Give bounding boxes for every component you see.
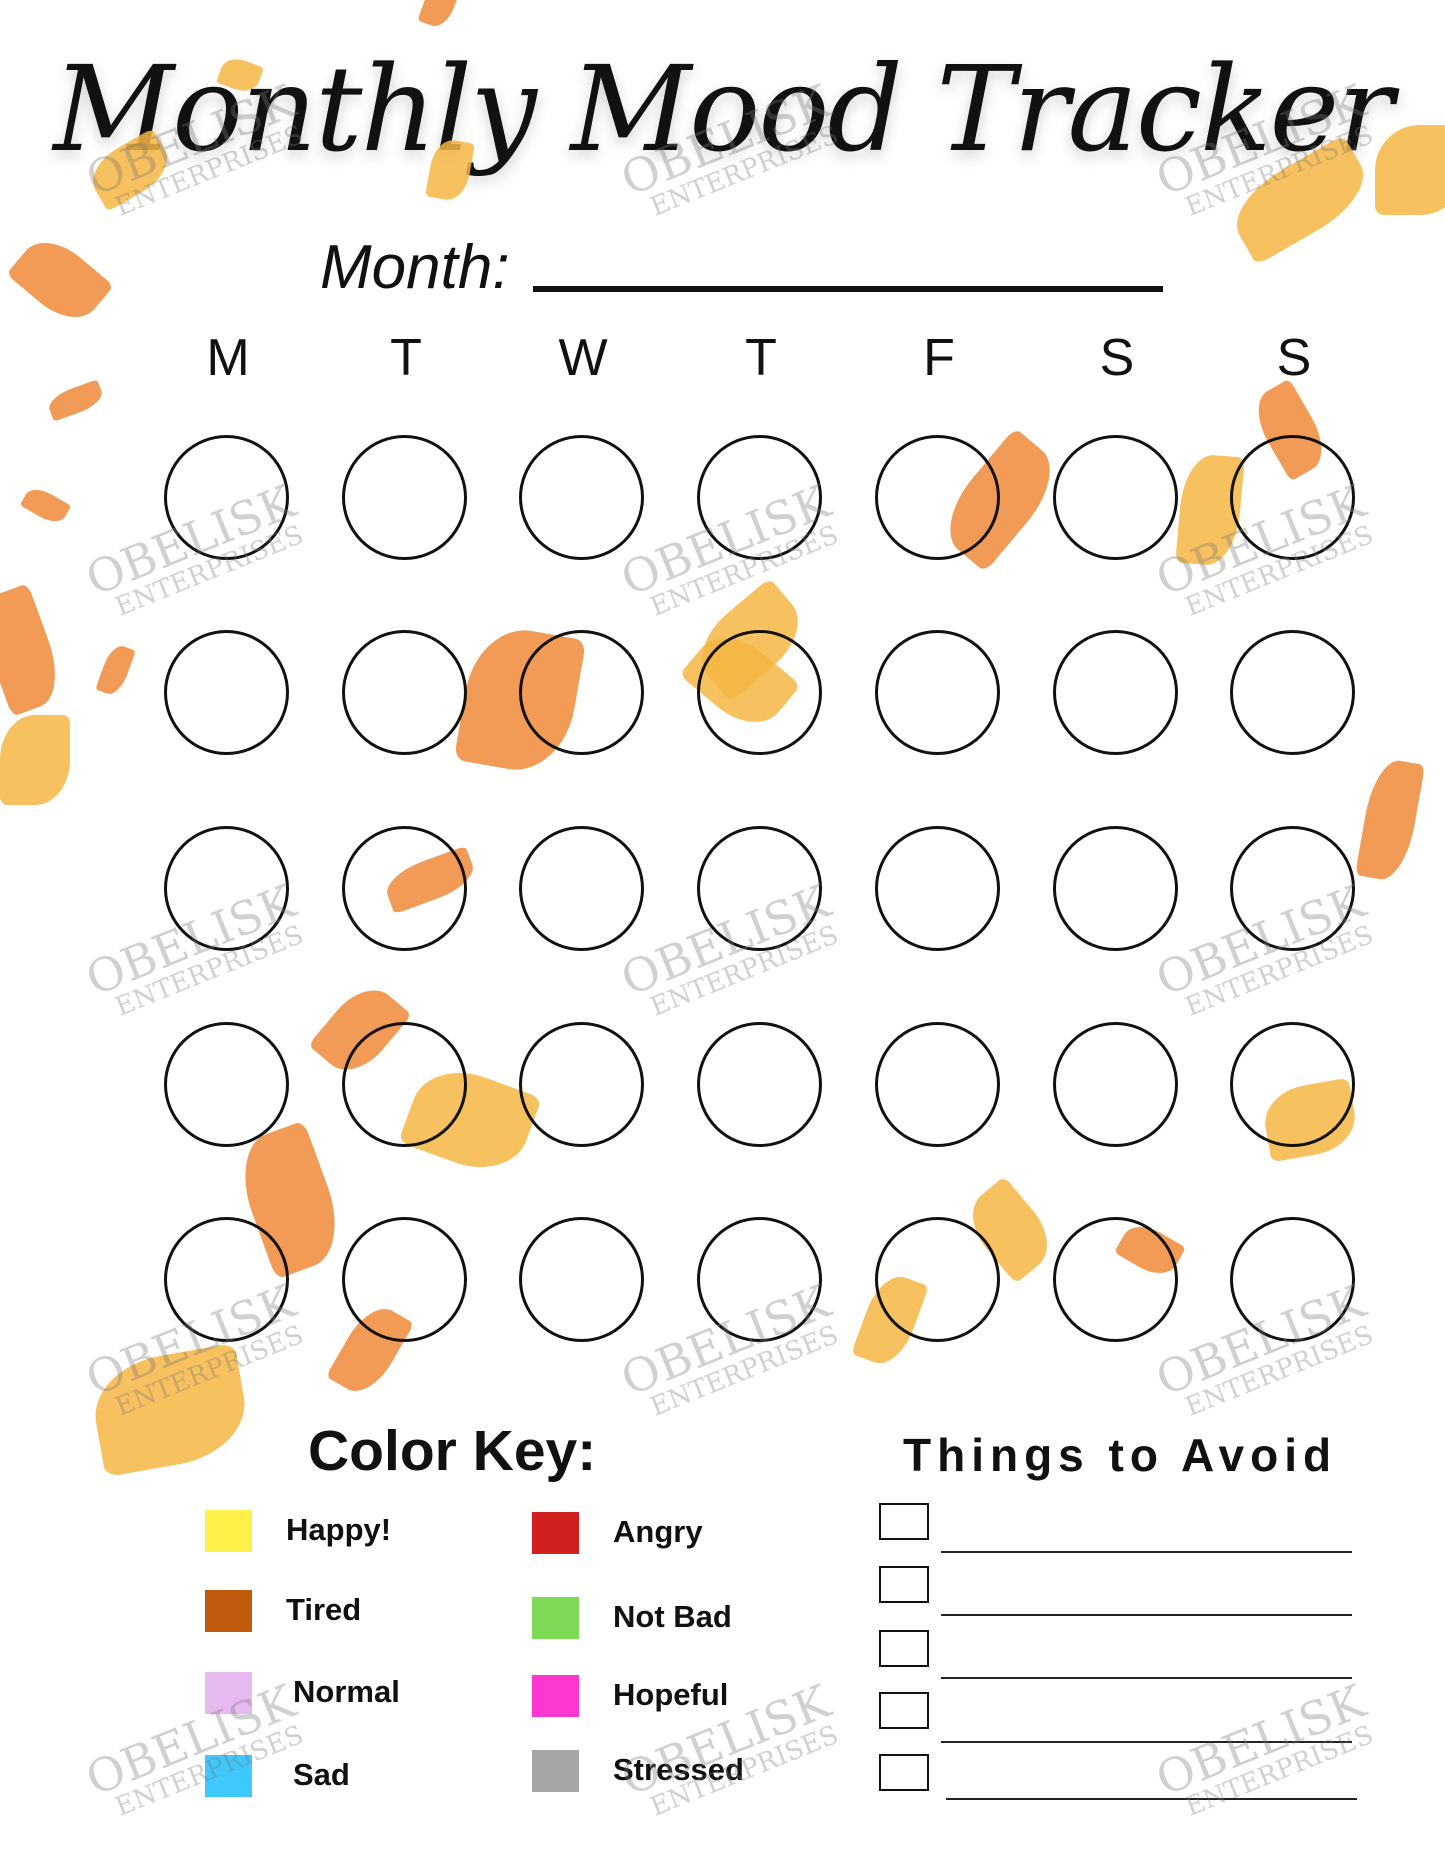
day-mood-circle[interactable]: [519, 630, 644, 755]
autumn-leaf-icon: [94, 642, 136, 698]
day-mood-circle[interactable]: [1230, 630, 1355, 755]
day-mood-circle[interactable]: [519, 435, 644, 560]
day-mood-circle[interactable]: [697, 630, 822, 755]
autumn-leaf-icon: [1375, 125, 1445, 215]
day-mood-circle[interactable]: [342, 826, 467, 951]
avoid-checkbox[interactable]: [879, 1692, 929, 1729]
autumn-leaf-icon: [0, 583, 69, 717]
color-swatch: [532, 1750, 579, 1792]
color-key-label: Angry: [613, 1514, 703, 1549]
day-mood-circle[interactable]: [342, 435, 467, 560]
obelisk-watermark: OBELISK ENTERPRISES: [78, 1673, 308, 1823]
day-mood-circle[interactable]: [697, 1022, 822, 1147]
day-mood-circle[interactable]: [164, 435, 289, 560]
color-key-label: Stressed: [613, 1752, 744, 1787]
avoid-write-line[interactable]: [941, 1551, 1352, 1553]
day-mood-circle[interactable]: [164, 826, 289, 951]
day-header: S: [1276, 329, 1312, 387]
day-mood-circle[interactable]: [164, 1217, 289, 1342]
autumn-leaf-icon: [0, 715, 70, 805]
color-key-label: Not Bad: [613, 1599, 732, 1634]
color-key-label: Tired: [286, 1592, 362, 1627]
day-mood-circle[interactable]: [1230, 1217, 1355, 1342]
day-header: F: [923, 329, 955, 387]
day-mood-circle[interactable]: [342, 1217, 467, 1342]
avoid-checkbox[interactable]: [879, 1630, 929, 1667]
day-mood-circle[interactable]: [1053, 630, 1178, 755]
things-to-avoid-title: Things to Avoid: [903, 1429, 1338, 1481]
day-mood-circle[interactable]: [697, 826, 822, 951]
color-key-label: Happy!: [286, 1512, 392, 1547]
autumn-leaf-icon: [417, 0, 463, 31]
color-swatch: [532, 1512, 579, 1554]
day-header: T: [745, 329, 777, 387]
avoid-write-line[interactable]: [941, 1614, 1352, 1616]
page-title: Monthly Mood Tracker: [53, 40, 1393, 178]
day-mood-circle[interactable]: [1230, 1022, 1355, 1147]
day-mood-circle[interactable]: [875, 1217, 1000, 1342]
color-swatch: [532, 1675, 579, 1717]
autumn-leaf-icon: [6, 228, 114, 332]
day-header: S: [1099, 329, 1135, 387]
day-mood-circle[interactable]: [1230, 435, 1355, 560]
color-key-label: Hopeful: [613, 1677, 729, 1712]
day-mood-circle[interactable]: [1053, 435, 1178, 560]
autumn-leaf-icon: [19, 482, 71, 528]
day-mood-circle[interactable]: [875, 435, 1000, 560]
avoid-write-line[interactable]: [946, 1798, 1357, 1800]
autumn-leaf-icon: [44, 378, 106, 422]
avoid-write-line[interactable]: [941, 1741, 1352, 1743]
month-label: Month:: [320, 233, 510, 302]
color-swatch: [205, 1755, 252, 1797]
day-header: M: [206, 329, 250, 387]
color-swatch: [205, 1672, 252, 1714]
day-mood-circle[interactable]: [875, 826, 1000, 951]
day-mood-circle[interactable]: [164, 1022, 289, 1147]
color-key-title: Color Key:: [308, 1419, 597, 1483]
avoid-checkbox[interactable]: [879, 1503, 929, 1540]
day-mood-circle[interactable]: [519, 1022, 644, 1147]
month-write-line[interactable]: [533, 286, 1163, 292]
color-key-label: Normal: [293, 1674, 400, 1709]
day-header: T: [390, 329, 422, 387]
color-swatch: [205, 1590, 252, 1632]
avoid-checkbox[interactable]: [879, 1754, 929, 1791]
day-header: W: [558, 329, 608, 387]
autumn-leaf-icon: [1354, 756, 1426, 884]
day-mood-circle[interactable]: [1230, 826, 1355, 951]
day-mood-circle[interactable]: [519, 1217, 644, 1342]
color-swatch: [532, 1597, 579, 1639]
day-mood-circle[interactable]: [1053, 826, 1178, 951]
day-mood-circle[interactable]: [697, 435, 822, 560]
day-mood-circle[interactable]: [1053, 1022, 1178, 1147]
day-mood-circle[interactable]: [342, 630, 467, 755]
day-mood-circle[interactable]: [875, 630, 1000, 755]
day-mood-circle[interactable]: [342, 1022, 467, 1147]
day-mood-circle[interactable]: [164, 630, 289, 755]
color-swatch: [205, 1510, 252, 1552]
day-mood-circle[interactable]: [697, 1217, 822, 1342]
autumn-leaf-icon: [86, 1342, 254, 1478]
day-mood-circle[interactable]: [1053, 1217, 1178, 1342]
day-mood-circle[interactable]: [875, 1022, 1000, 1147]
color-key-label: Sad: [293, 1757, 350, 1792]
avoid-write-line[interactable]: [941, 1677, 1352, 1679]
avoid-checkbox[interactable]: [879, 1566, 929, 1603]
day-mood-circle[interactable]: [519, 826, 644, 951]
obelisk-watermark: OBELISK ENTERPRISES: [1148, 1673, 1378, 1823]
